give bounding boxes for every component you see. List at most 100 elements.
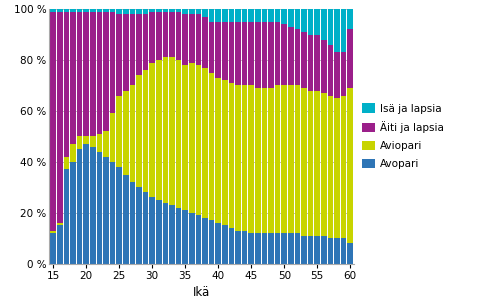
Bar	[235, 231, 241, 264]
Bar	[117, 9, 122, 14]
Bar	[63, 157, 69, 169]
Bar	[103, 9, 109, 12]
Bar	[176, 60, 182, 208]
Bar	[123, 91, 128, 175]
Bar	[110, 113, 116, 162]
Bar	[90, 147, 95, 264]
Bar	[143, 9, 149, 14]
Bar	[189, 9, 195, 14]
Bar	[202, 218, 208, 264]
Bar	[176, 12, 182, 60]
Bar	[215, 78, 221, 223]
Bar	[176, 9, 182, 12]
Bar	[268, 22, 274, 88]
Bar	[57, 225, 62, 264]
Bar	[83, 144, 89, 264]
Bar	[189, 213, 195, 264]
Bar	[321, 9, 327, 40]
Bar	[169, 58, 175, 205]
Bar	[334, 52, 340, 98]
Bar	[341, 52, 346, 96]
Bar	[196, 14, 201, 65]
Bar	[314, 236, 320, 264]
Bar	[103, 131, 109, 157]
Bar	[83, 12, 89, 136]
Bar	[196, 9, 201, 14]
Bar	[314, 35, 320, 91]
Bar	[202, 17, 208, 68]
Bar	[77, 12, 82, 136]
Bar	[162, 9, 168, 12]
Bar	[183, 9, 188, 14]
Bar	[314, 91, 320, 236]
X-axis label: Ikä: Ikä	[193, 286, 211, 299]
Bar	[248, 85, 254, 233]
Bar	[235, 9, 241, 22]
Bar	[321, 40, 327, 93]
Bar	[301, 9, 307, 32]
Bar	[328, 45, 333, 96]
Bar	[183, 65, 188, 210]
Bar	[275, 85, 280, 233]
Bar	[162, 202, 168, 264]
Bar	[268, 233, 274, 264]
Bar	[150, 198, 155, 264]
Bar	[150, 9, 155, 12]
Bar	[110, 162, 116, 264]
Bar	[222, 9, 228, 22]
Bar	[123, 9, 128, 14]
Bar	[242, 231, 247, 264]
Bar	[202, 68, 208, 218]
Bar	[321, 93, 327, 236]
Bar	[103, 157, 109, 264]
Bar	[308, 236, 313, 264]
Bar	[341, 238, 346, 264]
Bar	[281, 85, 287, 233]
Bar	[70, 162, 76, 264]
Bar	[341, 9, 346, 52]
Bar	[281, 233, 287, 264]
Bar	[156, 12, 161, 60]
Bar	[70, 12, 76, 144]
Bar	[77, 136, 82, 149]
Bar	[136, 75, 142, 187]
Bar	[63, 12, 69, 157]
Bar	[295, 85, 300, 233]
Bar	[268, 9, 274, 22]
Bar	[110, 12, 116, 113]
Bar	[176, 208, 182, 264]
Bar	[248, 9, 254, 22]
Bar	[275, 9, 280, 22]
Bar	[96, 134, 102, 152]
Bar	[334, 9, 340, 52]
Bar	[275, 22, 280, 85]
Bar	[50, 9, 56, 12]
Bar	[77, 9, 82, 12]
Bar	[169, 9, 175, 12]
Bar	[202, 9, 208, 17]
Bar	[301, 88, 307, 236]
Bar	[242, 9, 247, 22]
Bar	[222, 80, 228, 225]
Bar	[136, 14, 142, 75]
Bar	[334, 238, 340, 264]
Bar	[215, 9, 221, 22]
Bar	[328, 96, 333, 238]
Bar	[308, 91, 313, 236]
Bar	[183, 14, 188, 65]
Bar	[255, 9, 261, 22]
Bar	[96, 9, 102, 12]
Bar	[169, 12, 175, 58]
Bar	[162, 58, 168, 202]
Bar	[209, 9, 215, 22]
Bar	[295, 9, 300, 29]
Bar	[162, 12, 168, 58]
Bar	[117, 167, 122, 264]
Bar	[262, 22, 267, 88]
Bar	[275, 233, 280, 264]
Bar	[123, 175, 128, 264]
Bar	[301, 32, 307, 88]
Bar	[347, 29, 353, 88]
Bar	[255, 233, 261, 264]
Bar	[143, 14, 149, 70]
